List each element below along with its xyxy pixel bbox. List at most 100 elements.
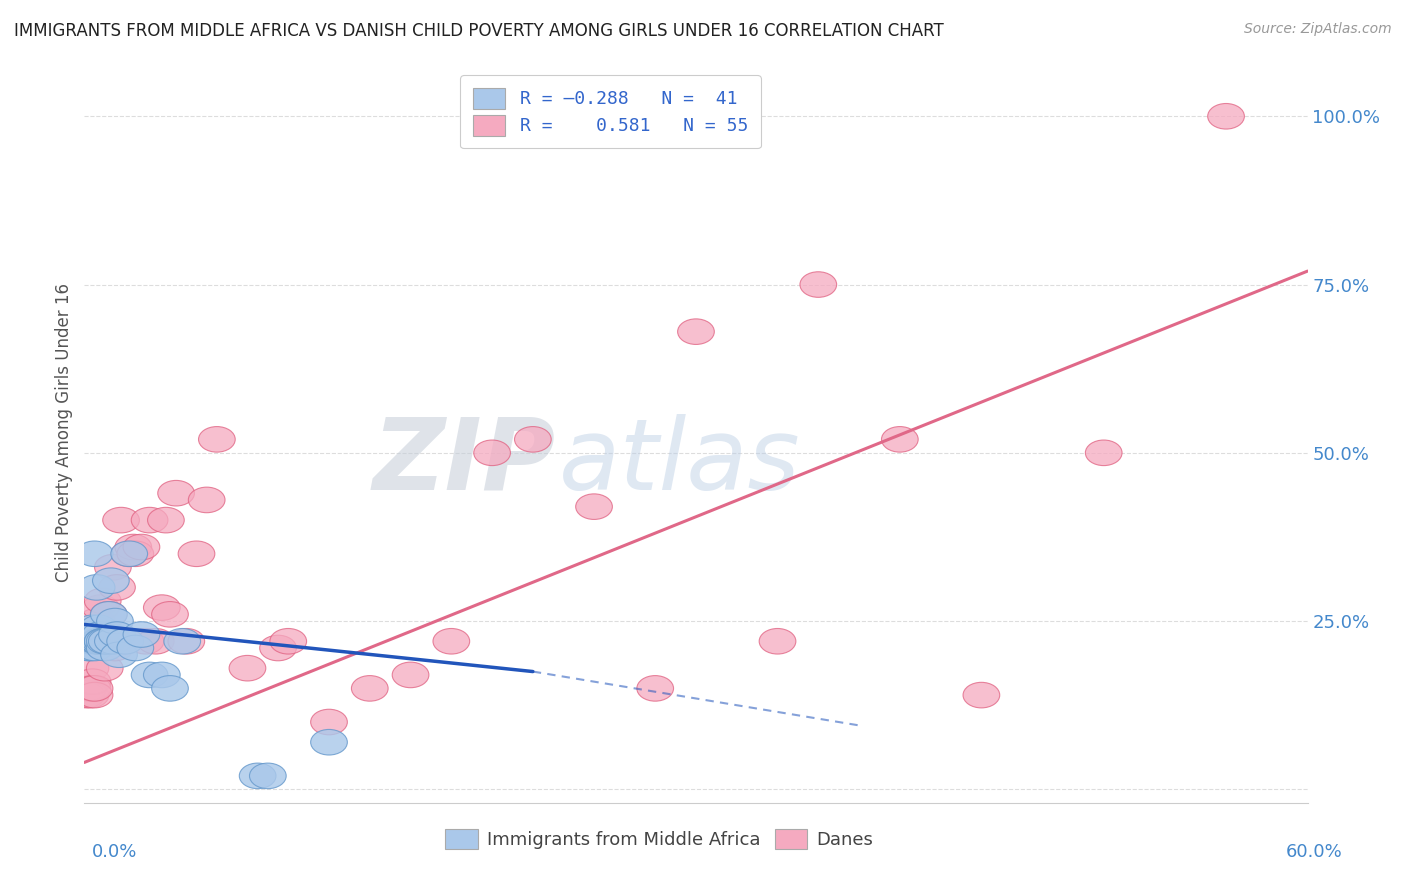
Text: ZIP: ZIP bbox=[373, 414, 555, 511]
Ellipse shape bbox=[260, 635, 297, 661]
Ellipse shape bbox=[72, 629, 108, 654]
Ellipse shape bbox=[79, 629, 115, 654]
Text: atlas: atlas bbox=[560, 414, 800, 511]
Ellipse shape bbox=[575, 494, 613, 519]
Ellipse shape bbox=[76, 541, 112, 566]
Ellipse shape bbox=[79, 608, 115, 634]
Text: IMMIGRANTS FROM MIDDLE AFRICA VS DANISH CHILD POVERTY AMONG GIRLS UNDER 16 CORRE: IMMIGRANTS FROM MIDDLE AFRICA VS DANISH … bbox=[14, 22, 943, 40]
Ellipse shape bbox=[70, 629, 107, 654]
Ellipse shape bbox=[84, 629, 121, 654]
Ellipse shape bbox=[67, 622, 105, 648]
Ellipse shape bbox=[188, 487, 225, 513]
Ellipse shape bbox=[515, 426, 551, 452]
Ellipse shape bbox=[90, 601, 127, 627]
Ellipse shape bbox=[72, 622, 108, 648]
Ellipse shape bbox=[107, 629, 143, 654]
Ellipse shape bbox=[93, 629, 129, 654]
Ellipse shape bbox=[270, 629, 307, 654]
Ellipse shape bbox=[80, 629, 117, 654]
Ellipse shape bbox=[131, 662, 167, 688]
Ellipse shape bbox=[152, 675, 188, 701]
Ellipse shape bbox=[138, 629, 174, 654]
Ellipse shape bbox=[72, 656, 108, 681]
Ellipse shape bbox=[352, 675, 388, 701]
Ellipse shape bbox=[198, 426, 235, 452]
Ellipse shape bbox=[433, 629, 470, 654]
Ellipse shape bbox=[76, 635, 112, 661]
Ellipse shape bbox=[127, 629, 165, 654]
Ellipse shape bbox=[98, 574, 135, 600]
Ellipse shape bbox=[143, 595, 180, 621]
Ellipse shape bbox=[311, 709, 347, 735]
Ellipse shape bbox=[1085, 440, 1122, 466]
Ellipse shape bbox=[148, 508, 184, 533]
Ellipse shape bbox=[229, 656, 266, 681]
Ellipse shape bbox=[84, 629, 121, 654]
Ellipse shape bbox=[94, 555, 131, 580]
Legend: Immigrants from Middle Africa, Danes: Immigrants from Middle Africa, Danes bbox=[439, 822, 880, 856]
Ellipse shape bbox=[75, 669, 111, 695]
Ellipse shape bbox=[111, 541, 148, 566]
Ellipse shape bbox=[80, 615, 117, 640]
Ellipse shape bbox=[86, 656, 124, 681]
Ellipse shape bbox=[72, 635, 108, 661]
Ellipse shape bbox=[83, 595, 120, 621]
Ellipse shape bbox=[79, 574, 115, 600]
Ellipse shape bbox=[637, 675, 673, 701]
Ellipse shape bbox=[76, 682, 112, 708]
Ellipse shape bbox=[311, 730, 347, 755]
Ellipse shape bbox=[111, 541, 148, 566]
Ellipse shape bbox=[75, 615, 111, 640]
Ellipse shape bbox=[76, 629, 112, 654]
Ellipse shape bbox=[107, 629, 143, 654]
Text: 60.0%: 60.0% bbox=[1286, 843, 1343, 861]
Ellipse shape bbox=[157, 481, 194, 506]
Ellipse shape bbox=[70, 635, 107, 661]
Ellipse shape bbox=[93, 568, 129, 593]
Ellipse shape bbox=[117, 635, 153, 661]
Ellipse shape bbox=[89, 629, 125, 654]
Ellipse shape bbox=[167, 629, 205, 654]
Ellipse shape bbox=[678, 318, 714, 344]
Text: 0.0%: 0.0% bbox=[91, 843, 136, 861]
Ellipse shape bbox=[124, 534, 160, 560]
Ellipse shape bbox=[76, 675, 112, 701]
Ellipse shape bbox=[97, 635, 134, 661]
Ellipse shape bbox=[67, 629, 105, 654]
Ellipse shape bbox=[83, 622, 120, 648]
Y-axis label: Child Poverty Among Girls Under 16: Child Poverty Among Girls Under 16 bbox=[55, 283, 73, 582]
Ellipse shape bbox=[179, 541, 215, 566]
Ellipse shape bbox=[94, 629, 131, 654]
Ellipse shape bbox=[239, 763, 276, 789]
Ellipse shape bbox=[1208, 103, 1244, 129]
Ellipse shape bbox=[75, 675, 111, 701]
Ellipse shape bbox=[124, 622, 160, 648]
Ellipse shape bbox=[86, 635, 124, 661]
Ellipse shape bbox=[80, 629, 117, 654]
Ellipse shape bbox=[83, 629, 120, 654]
Ellipse shape bbox=[800, 272, 837, 297]
Ellipse shape bbox=[759, 629, 796, 654]
Ellipse shape bbox=[963, 682, 1000, 708]
Text: Source: ZipAtlas.com: Source: ZipAtlas.com bbox=[1244, 22, 1392, 37]
Ellipse shape bbox=[84, 588, 121, 614]
Ellipse shape bbox=[72, 682, 108, 708]
Ellipse shape bbox=[882, 426, 918, 452]
Ellipse shape bbox=[75, 629, 111, 654]
Ellipse shape bbox=[97, 608, 134, 634]
Ellipse shape bbox=[80, 629, 117, 654]
Ellipse shape bbox=[70, 675, 107, 701]
Ellipse shape bbox=[392, 662, 429, 688]
Ellipse shape bbox=[474, 440, 510, 466]
Ellipse shape bbox=[98, 622, 135, 648]
Ellipse shape bbox=[165, 629, 201, 654]
Ellipse shape bbox=[101, 642, 138, 667]
Ellipse shape bbox=[152, 601, 188, 627]
Ellipse shape bbox=[67, 682, 105, 708]
Ellipse shape bbox=[143, 662, 180, 688]
Ellipse shape bbox=[84, 629, 121, 654]
Ellipse shape bbox=[79, 629, 115, 654]
Ellipse shape bbox=[115, 534, 152, 560]
Ellipse shape bbox=[90, 601, 127, 627]
Ellipse shape bbox=[103, 508, 139, 533]
